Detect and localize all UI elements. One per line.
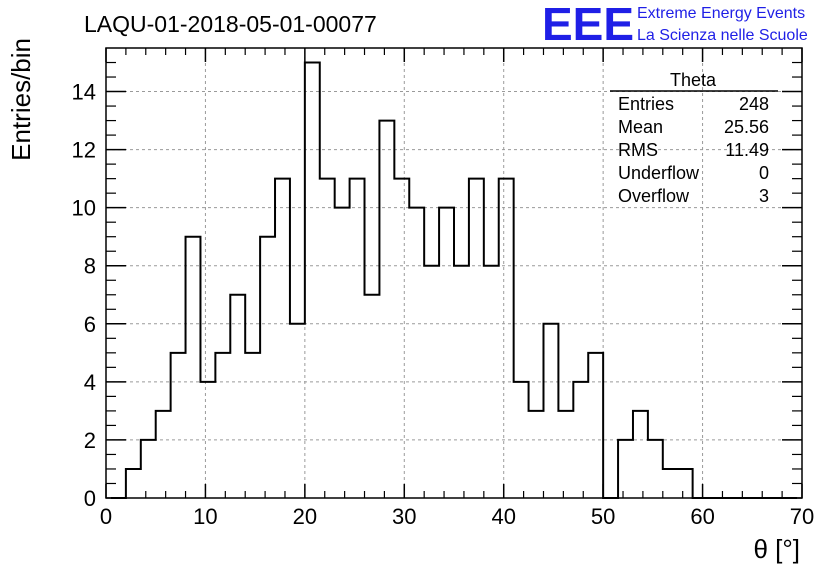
x-tick-label: 60 [690,504,714,529]
stats-value: 0 [759,163,769,183]
histogram-bin [126,469,141,498]
y-axis-title: Entries/bin [6,38,36,161]
histogram-bin [171,353,186,498]
x-tick-label: 50 [591,504,615,529]
x-axis-title: θ [°] [753,534,800,564]
stats-value: 248 [739,94,769,114]
histogram-bin [409,208,424,498]
histogram-bin [320,179,335,498]
stats-label: Entries [618,94,674,114]
bar-layer [126,63,693,498]
eee-logo-line1: Extreme Energy Events [637,5,805,22]
y-tick-label: 8 [84,254,96,279]
stats-rows: Entries 248 Mean 25.56 RMS 11.49 Underflow 0 Ove… [618,94,769,206]
y-tick-label: 6 [84,312,96,337]
stats-title: Theta [670,70,717,90]
histogram-bin [529,411,544,498]
histogram-bin [186,237,201,498]
histogram-bin [379,121,394,498]
histogram-bin [499,179,514,498]
stats-label: Underflow [618,163,700,183]
histogram-bin [469,179,484,498]
y-tick-label: 14 [72,80,96,105]
tick-layer [105,48,803,499]
histogram-bin [678,469,693,498]
plot-frame [105,47,803,499]
histogram-bin [215,353,230,498]
y-tick-label: 12 [72,138,96,163]
histogram-bin [633,411,648,498]
histogram-outline [110,61,798,499]
x-tick-label: 10 [193,504,217,529]
histogram-bin [290,324,305,498]
histogram-bin [648,440,663,498]
histogram-bin [230,295,245,498]
histogram-bin [245,353,260,498]
histogram-bin [663,469,678,498]
y-tick-label: 4 [84,370,96,395]
x-tick-label: 40 [491,504,515,529]
stats-value: 11.49 [725,140,769,160]
histogram-bin [275,179,290,498]
histogram-bin [588,353,603,498]
histogram-bin [543,324,558,498]
grid-layer [106,48,802,498]
histogram-bin [141,440,156,498]
y-tick-label: 0 [84,486,96,511]
histogram-bin [558,411,573,498]
stats-value: 25.56 [724,117,769,137]
x-tick-label: 0 [100,504,112,529]
histogram-bin [439,208,454,498]
histogram-bin [365,295,380,498]
histogram-bin [156,411,171,498]
histogram-bin [305,63,320,498]
stats-box: Theta Entries 248 Mean 25.56 RMS 11.49 Underfl… [610,70,778,206]
histogram-bin [394,179,409,498]
x-tick-label: 70 [790,504,814,529]
histogram-bin [350,179,365,498]
histogram-bin [618,440,633,498]
stats-label: RMS [618,140,658,160]
histogram-bin [335,208,350,498]
histogram-bin [260,237,275,498]
eee-logo-line2: La Scienza nelle Scuole [637,27,808,44]
chart-title: LAQU-01-2018-05-01-00077 [84,11,377,37]
x-tick-label: 20 [293,504,317,529]
x-tick-label: 30 [392,504,416,529]
stats-value: 3 [759,186,769,206]
y-tick-label: 2 [84,428,96,453]
eee-logo-mark: EEE [542,0,634,50]
stats-label: Mean [618,117,663,137]
eee-logo: EEE Extreme Energy Events La Scienza nel… [542,0,808,50]
stats-label: Overflow [618,186,690,206]
y-tick-label: 10 [72,196,96,221]
